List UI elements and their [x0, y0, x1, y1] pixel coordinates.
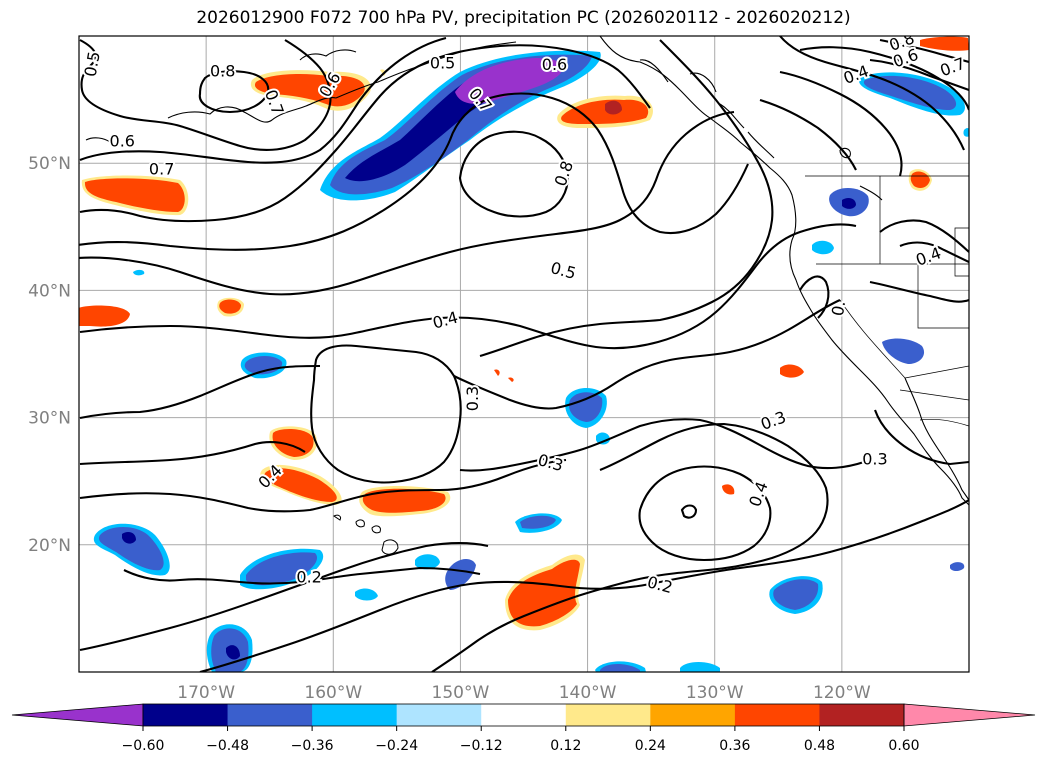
lat-tick-labels: 20°N 30°N 40°N 50°N — [28, 154, 71, 556]
precip-shading — [79, 36, 969, 672]
colorbar-tick-label: −0.60 — [122, 738, 165, 754]
contour-label-text: 0.2 — [296, 568, 321, 587]
neg-band-purple — [455, 58, 563, 104]
lon-tick-label: 120°W — [813, 683, 871, 703]
contour-label: 0.3 — [461, 384, 484, 413]
colorbar-extend-min — [11, 703, 144, 727]
contour-label: 0.2 — [294, 566, 323, 589]
colorbar-segment — [143, 704, 229, 726]
coastline — [85, 36, 969, 506]
lon-tick-label: 140°W — [559, 683, 617, 703]
colorbar-segment — [734, 704, 820, 726]
colorbar-tick-label: −0.24 — [375, 738, 418, 754]
lon-tick-label: 150°W — [432, 683, 490, 703]
lon-tick-labels: 170°W 160°W 150°W 140°W 130°W 120°W — [177, 683, 871, 703]
map-panel — [79, 36, 969, 672]
contour-label: 0.6 — [108, 129, 137, 152]
contour-label: 0.8 — [208, 59, 237, 82]
hawaii-islands — [333, 514, 399, 555]
colorbar-segment — [312, 704, 398, 726]
lat-tick-label: 50°N — [28, 154, 71, 174]
colorbar-tick-label: 0.36 — [719, 738, 750, 754]
colorbar-segment — [481, 704, 567, 726]
lon-tick-label: 170°W — [177, 683, 235, 703]
contour-label-text: 0.7 — [149, 159, 174, 178]
contour-label-text: 0.5 — [430, 54, 455, 73]
colorbar-segment — [819, 704, 905, 726]
lon-tick-label: 160°W — [304, 683, 362, 703]
contour-label: 0.3 — [860, 447, 889, 470]
colorbar-tick-label: −0.36 — [291, 738, 334, 754]
contour-label: 0.5 — [428, 52, 457, 75]
contour-label-text: 0.8 — [210, 61, 235, 80]
colorbar-segment — [227, 704, 313, 726]
colorbar-tick-label: 0.48 — [804, 738, 835, 754]
colorbar-segment — [565, 704, 651, 726]
contour-label-text: 0.6 — [110, 131, 135, 150]
map-title: 2026012900 F072 700 hPa PV, precipitatio… — [196, 8, 851, 28]
contour-label-text: 1.0 — [906, 5, 936, 32]
colorbar-tick-label: 0.12 — [550, 738, 581, 754]
contour-label-text: 0.6 — [542, 55, 567, 74]
colorbar-tick-label: −0.12 — [460, 738, 503, 754]
lon-tick-label: 130°W — [686, 683, 744, 703]
map-frame — [78, 35, 970, 673]
colorbar-frame — [142, 703, 905, 727]
contour-label-text: 0. — [828, 299, 849, 317]
contour-label: 0. — [826, 297, 851, 319]
colorbar-tick-label: 0.60 — [888, 738, 919, 754]
colorbar-segment — [396, 704, 482, 726]
colorbar-tick-label: 0.24 — [635, 738, 666, 754]
contour-label: 1.0 — [906, 5, 936, 32]
contour-label-text: 0.3 — [862, 449, 887, 468]
lat-tick-label: 40°N — [28, 281, 71, 301]
contour-label: 0.7 — [147, 157, 176, 180]
lat-tick-label: 30°N — [28, 409, 71, 429]
lat-tick-label: 20°N — [28, 536, 71, 556]
colorbar-extend-max — [903, 703, 1036, 727]
boundaries — [805, 175, 969, 427]
contour-label-text: 0.3 — [463, 386, 482, 411]
colorbar-segment — [650, 704, 736, 726]
colorbar: −0.60 −0.48 −0.36 −0.24 −0.12 0.12 0.24 0.36 0.4… — [11, 703, 1036, 754]
pv-contours — [79, 36, 969, 672]
colorbar-tick-label: −0.48 — [206, 738, 249, 754]
contour-label: 0.6 — [540, 53, 569, 76]
